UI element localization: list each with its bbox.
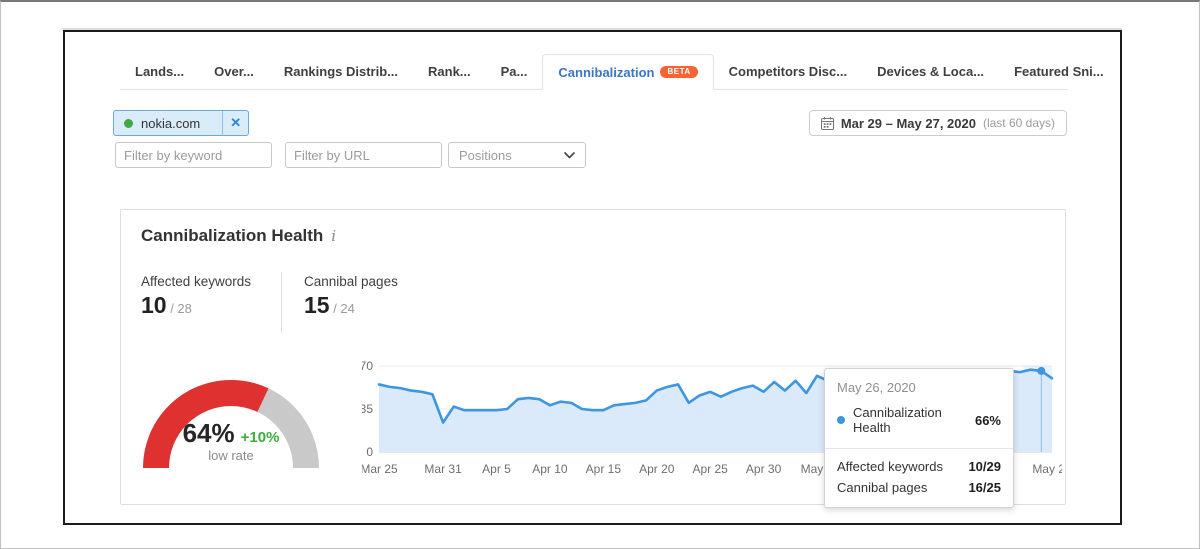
svg-text:Apr 5: Apr 5 [482,462,511,476]
affected-keywords-value: 10 / 28 [141,292,192,318]
url-filter-field [285,142,491,168]
info-icon[interactable]: i [331,227,337,245]
tab-cannibalization[interactable]: Cannibalization BETA [542,54,714,90]
keyword-filter-field [115,142,321,168]
tooltip-series-label: Cannibalization Health [853,405,942,435]
tab-pages[interactable]: Pa... [500,64,528,79]
tab-rankings[interactable]: Rank... [428,64,471,79]
beta-badge: BETA [660,66,698,78]
url-filter-input[interactable] [286,143,478,167]
svg-text:Apr 30: Apr 30 [746,462,782,476]
svg-text:May 27: May 27 [1032,462,1062,476]
tab-overview[interactable]: Over... [214,64,254,79]
chart-tooltip: May 26, 2020 Cannibalization Health 66% … [824,368,1014,508]
gauge-delta: +10% [240,429,280,446]
date-range-value: Mar 29 – May 27, 2020 [840,115,976,131]
tooltip-affected-keywords-row: Affected keywords 10/29 [837,459,1001,474]
domain-filter-tag[interactable]: nokia.com ✕ [113,110,250,136]
svg-text:0: 0 [366,445,373,459]
health-gauge [141,368,321,472]
positions-dropdown[interactable]: Positions [448,142,586,168]
report-tabbar: Lands... Over... Rankings Distrib... Ran… [120,54,1104,90]
chevron-down-icon [564,151,575,158]
tab-featured-snippets[interactable]: Featured Sni... [1014,64,1104,79]
positions-dropdown-label: Positions [459,147,512,163]
svg-text:70: 70 [362,359,373,373]
svg-text:35: 35 [362,402,373,416]
tooltip-series-value: 66% [974,412,1001,428]
calendar-icon [820,116,834,130]
svg-text:Apr 10: Apr 10 [532,462,568,476]
domain-status-dot [124,118,133,128]
gauge-caption: low rate [208,448,254,463]
tooltip-divider [825,448,1013,449]
remove-domain-icon[interactable]: ✕ [222,111,248,135]
svg-text:Mar 31: Mar 31 [424,462,462,476]
svg-text:Apr 20: Apr 20 [639,462,675,476]
svg-text:Apr 15: Apr 15 [586,462,622,476]
date-range-picker[interactable]: Mar 29 – May 27, 2020 (last 60 days) [808,110,1067,136]
tooltip-date: May 26, 2020 [837,380,916,395]
tab-landing-pages[interactable]: Lands... [135,64,185,79]
affected-keywords-label: Affected keywords [141,274,252,289]
date-range-note: (last 60 days) [982,116,1055,130]
card-title: Cannibalization Health i [141,226,337,245]
tab-cannibalization-label: Cannibalization [558,64,655,80]
tooltip-cannibal-pages-row: Cannibal pages 16/25 [837,480,1001,495]
stats-divider [281,272,282,332]
keyword-filter-input[interactable] [116,143,308,167]
svg-text:Mar 25: Mar 25 [362,462,398,476]
series-dot-icon [837,416,845,424]
domain-tag-label: nokia.com [141,115,201,131]
gauge-value: 64% +10% [141,418,321,449]
app-window: Lands... Over... Rankings Distrib... Ran… [63,30,1122,525]
cannibal-pages-value: 15 / 24 [304,292,355,318]
tab-competitors-discovery[interactable]: Competitors Disc... [728,64,848,79]
cannibal-pages-label: Cannibal pages [304,274,398,289]
svg-text:Apr 25: Apr 25 [692,462,728,476]
tab-devices-locations[interactable]: Devices & Loca... [877,64,985,79]
tab-rankings-distribution[interactable]: Rankings Distrib... [283,64,399,79]
cannibalization-health-card: Cannibalization Health i Affected keyword… [120,209,1072,508]
gauge-percent: 64% [182,418,235,448]
